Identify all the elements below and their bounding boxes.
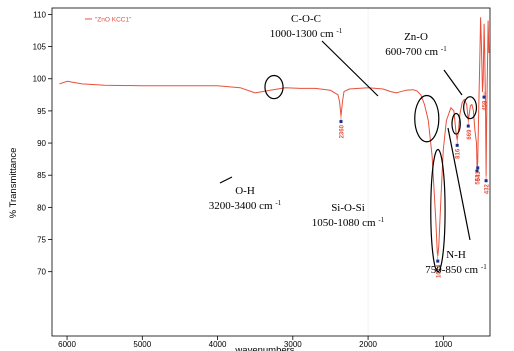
annotation-leader-n-h — [447, 127, 471, 241]
peak-marker-2360 — [339, 120, 343, 124]
annotation-ellipse-c-o-c — [414, 94, 440, 143]
peak-label-669: 669 — [467, 129, 473, 140]
annotation-leader-o-h — [219, 176, 233, 184]
y-tick-label: 105 — [33, 43, 47, 52]
peak-marker-459 — [482, 95, 486, 99]
y-tick-label: 110 — [33, 10, 46, 19]
annotation-range-n-h: 750-850 cm -1 — [425, 263, 487, 276]
annotation-ellipse-o-h — [264, 74, 284, 100]
y-tick-label: 100 — [33, 75, 47, 84]
x-tick-label: 3000 — [284, 340, 302, 349]
legend: "ZnO KCC1" — [85, 17, 132, 24]
annotation-range-c-o-c: 1000-1300 cm -1 — [270, 27, 343, 40]
x-tick-label: 1000 — [434, 340, 452, 349]
peak-label-2360: 2360 — [339, 124, 345, 138]
peak-marker-432 — [484, 179, 488, 183]
annotation-superscript: -1 — [275, 199, 281, 207]
y-tick-label: 70 — [37, 268, 46, 277]
annotation-ellipse-zn-o — [463, 96, 478, 120]
y-axis-label: % Transmittance — [8, 148, 19, 219]
annotation-label-o-h: O-H — [235, 185, 255, 197]
annotations: O-H 3200-3400 cm -1 C-O-C 1000-1300 cm -1 Zn… — [209, 13, 487, 276]
annotation-leader-c-o-c — [321, 40, 379, 97]
peak-label-459: 459 — [483, 100, 489, 111]
annotation-ellipse-n-h — [451, 112, 461, 135]
annotation-label-c-o-c: C-O-C — [291, 13, 321, 25]
plot-area-frame — [51, 7, 491, 337]
annotation-label-n-h: N-H — [446, 249, 466, 261]
annotation-label-zn-o: Zn-O — [404, 31, 428, 43]
x-tick-label: 6000 — [58, 340, 76, 349]
peak-marker-553 — [475, 169, 479, 173]
peak-label-816: 816 — [456, 148, 462, 159]
x-tick-label: 2000 — [359, 340, 377, 349]
annotation-superscript: -1 — [378, 216, 384, 224]
y-axis: 70 75 80 85 90 95 100 105 110 — [33, 10, 52, 277]
y-tick-label: 95 — [37, 107, 46, 116]
annotation-label-si-o-si: Si-O-Si — [331, 202, 365, 214]
peak-marker-816 — [455, 143, 459, 147]
x-tick-label: 5000 — [133, 340, 151, 349]
spectrum-line — [59, 17, 490, 257]
x-tick-label: 4000 — [209, 340, 227, 349]
annotation-superscript: -1 — [481, 263, 487, 271]
annotation-range-si-o-si: 1050-1080 cm -1 — [312, 216, 385, 229]
peak-label-553: 553 — [475, 174, 481, 185]
x-axis-label: wavenumbers — [234, 345, 294, 351]
y-tick-label: 75 — [37, 236, 46, 245]
series-layer — [59, 17, 490, 257]
peak-marker-1074 — [436, 259, 440, 263]
annotation-leader-zn-o — [443, 69, 463, 96]
y-tick-label: 90 — [37, 139, 46, 148]
peak-marker-669 — [466, 124, 470, 128]
y-tick-label: 80 — [37, 203, 46, 212]
annotation-superscript: -1 — [336, 27, 342, 35]
peak-label-543: 543 — [476, 171, 482, 182]
annotation-range-zn-o: 600-700 cm -1 — [385, 45, 447, 58]
y-tick-label: 85 — [37, 171, 46, 180]
annotation-ellipse-si-o-si — [430, 148, 446, 273]
peak-label-432: 432 — [485, 184, 491, 195]
peak-marker-543 — [476, 166, 480, 170]
legend-label: "ZnO KCC1" — [95, 17, 132, 24]
annotation-superscript: -1 — [441, 45, 447, 53]
annotation-range-o-h: 3200-3400 cm -1 — [209, 199, 282, 212]
x-axis: 6000 5000 4000 3000 2000 1000 — [58, 336, 453, 349]
